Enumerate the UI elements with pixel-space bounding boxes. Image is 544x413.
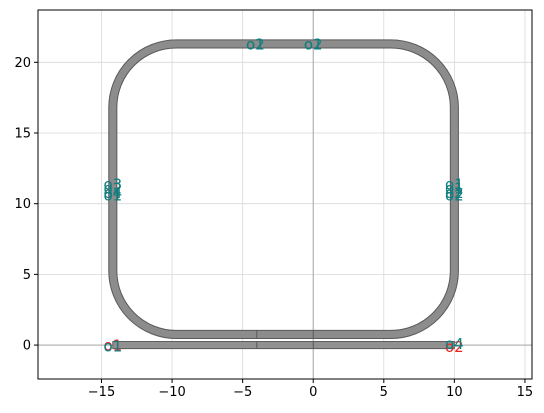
port-label-o4: o4 bbox=[103, 184, 122, 202]
port-label-o2: o2 bbox=[445, 184, 464, 202]
x-tick-label: 5 bbox=[380, 385, 388, 400]
port-label-o3: o3 bbox=[103, 175, 122, 193]
x-tick-label: 15 bbox=[517, 385, 534, 400]
port-label-o2: o2 bbox=[304, 35, 323, 53]
y-tick-label: 5 bbox=[23, 268, 31, 283]
port-label-o1: o1 bbox=[103, 337, 122, 355]
port-label-o2: o2 bbox=[103, 180, 122, 198]
port-label-o2: o2 bbox=[445, 338, 464, 356]
bus-waveguide bbox=[112, 341, 455, 350]
ring-waveguide bbox=[109, 40, 458, 339]
port-label-o2: o2 bbox=[246, 35, 265, 53]
port-label-o1: o1 bbox=[103, 187, 122, 205]
axis-ticks: −15 −10 −5 0 5 10 15 0 5 10 15 20 bbox=[14, 56, 533, 400]
waveguide-shapes bbox=[108, 39, 459, 350]
y-tick-label: 10 bbox=[14, 197, 31, 212]
port-label-o1: o1 bbox=[445, 175, 464, 193]
y-tick-label: 0 bbox=[23, 339, 31, 354]
plot-frame bbox=[37, 9, 533, 380]
x-tick-label: −10 bbox=[158, 385, 185, 400]
y-tick-label: 15 bbox=[14, 127, 31, 142]
port-label-o2: o2 bbox=[445, 187, 464, 205]
port-label-o4: o4 bbox=[445, 335, 464, 353]
port-label-o1: o1 bbox=[445, 180, 464, 198]
port-label-o1: o1 bbox=[246, 35, 265, 53]
x-tick-label: −15 bbox=[88, 385, 115, 400]
x-tick-label: 10 bbox=[446, 385, 463, 400]
y-tick-label: 20 bbox=[14, 56, 31, 71]
port-label-o1: o1 bbox=[304, 35, 323, 53]
port-label-o1: o1 bbox=[103, 337, 122, 355]
ring-waveguide-edge bbox=[108, 39, 459, 340]
x-tick-label: −5 bbox=[233, 385, 252, 400]
x-tick-label: 0 bbox=[309, 385, 317, 400]
